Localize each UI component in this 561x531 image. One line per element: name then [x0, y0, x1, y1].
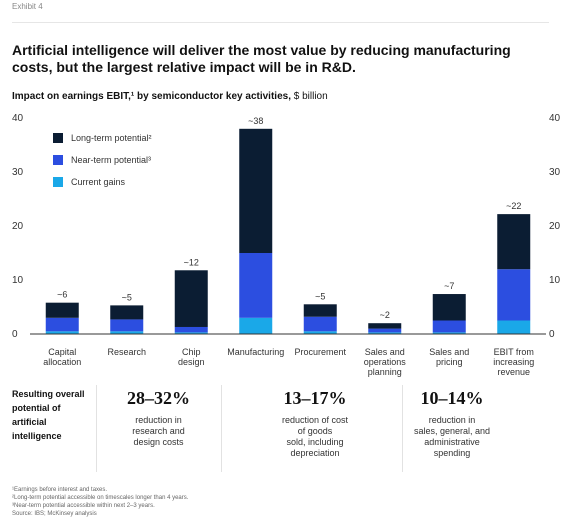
subtitle-unit: $ billion: [290, 91, 328, 102]
bar-total-label: ~38: [248, 116, 263, 126]
bar-segment: [110, 319, 144, 332]
y-tick-label-right: 10: [549, 275, 561, 286]
takeaway-description: reduction in sales, general, and adminis…: [413, 415, 491, 458]
y-tick-label: 10: [12, 275, 24, 286]
bar-segment: [303, 304, 337, 317]
footnote: ³Near-term potential accessible within n…: [12, 503, 155, 509]
bar-segment: [497, 320, 531, 334]
y-tick-label: 20: [12, 221, 24, 232]
bar-segment: [368, 332, 402, 334]
bar-segment: [239, 317, 273, 334]
header-divider: [12, 22, 549, 23]
x-tick-label: Sales and: [365, 347, 405, 357]
x-tick-label: planning: [368, 367, 402, 377]
legend-label: Long-term potential²: [71, 133, 152, 143]
bar-segment: [110, 305, 144, 320]
bar-segment: [45, 302, 79, 318]
bar-segment: [239, 128, 273, 253]
x-tick-label: operations: [364, 357, 407, 367]
x-tick-label: Capital: [48, 347, 76, 357]
bar-segment: [368, 328, 402, 333]
takeaway-divider: [96, 385, 97, 472]
legend-label: Near-term potential³: [71, 155, 151, 165]
takeaway-label: Resulting overall potential of artificia…: [12, 389, 85, 441]
bar-segment: [174, 326, 208, 333]
chart-subtitle: Impact on earnings EBIT,¹ by semiconduct…: [12, 91, 328, 102]
subtitle-bold: Impact on earnings EBIT,¹ by semiconduct…: [12, 91, 291, 102]
bar-total-label: ~6: [57, 290, 67, 300]
legend-swatch: [53, 155, 63, 165]
footnote: ¹Earnings before interest and taxes.: [12, 487, 108, 493]
x-tick-label: Research: [107, 347, 146, 357]
footnote: Source: IBS; McKinsey analysis: [12, 511, 97, 517]
x-tick-label: Manufacturing: [227, 347, 284, 357]
bar-segment: [45, 331, 79, 334]
y-tick-label-right: 0: [549, 329, 555, 340]
takeaway-description: reduction of cost of goods sold, includi…: [281, 415, 349, 458]
x-tick-label: design: [178, 357, 205, 367]
bar-segment: [497, 214, 531, 270]
takeaway-card-sga: 10–14% reduction in sales, general, and …: [402, 388, 502, 459]
x-tick-label: Chip: [182, 347, 201, 357]
x-tick-label: allocation: [43, 357, 81, 367]
y-tick-label-right: 40: [549, 113, 561, 124]
footnotes: ¹Earnings before interest and taxes. ²Lo…: [12, 486, 188, 518]
y-tick-label: 30: [12, 167, 24, 178]
takeaway-divider: [402, 385, 403, 472]
bar-segment: [110, 331, 144, 334]
x-tick-label: pricing: [436, 357, 463, 367]
legend-swatch: [53, 177, 63, 187]
takeaway-value: 13–17%: [283, 388, 347, 408]
takeaway-divider: [221, 385, 222, 472]
bar-segment: [239, 253, 273, 318]
x-tick-label: Sales and: [429, 347, 469, 357]
bar-segment: [368, 323, 402, 329]
bar-segment: [45, 317, 79, 332]
takeaway-value: 28–32%: [127, 388, 190, 408]
x-tick-label: revenue: [497, 367, 530, 377]
takeaway-description: reduction in research and design costs: [132, 415, 185, 447]
bar-total-label: ~2: [380, 310, 390, 320]
y-tick-label-right: 20: [549, 221, 561, 232]
bar-segment: [303, 331, 337, 334]
y-tick-label: 40: [12, 113, 24, 124]
y-tick-label-right: 30: [549, 167, 561, 178]
bar-total-label: ~7: [444, 281, 454, 291]
exhibit-label: Exhibit 4: [12, 2, 43, 11]
takeaway-card-rd: 28–32% reduction in research and design …: [96, 388, 221, 448]
bar-segment: [432, 332, 466, 334]
bar-segment: [497, 269, 531, 321]
x-tick-label: EBIT from: [494, 347, 534, 357]
chart-title: Artificial intelligence will deliver the…: [12, 42, 511, 75]
bar-segment: [174, 332, 208, 334]
y-tick-label: 0: [12, 329, 18, 340]
bar-total-label: ~5: [315, 291, 325, 301]
x-tick-label: increasing: [493, 357, 534, 367]
bar-segment: [174, 270, 208, 327]
bar-total-label: ~5: [122, 292, 132, 302]
bar-segment: [432, 294, 466, 321]
bar-total-label: ~22: [506, 201, 521, 211]
bar-segment: [432, 320, 466, 333]
footnote: ²Long-term potential accessible on times…: [12, 495, 189, 501]
takeaway-card-cogs: 13–17% reduction of cost of goods sold, …: [260, 388, 370, 459]
bar-total-label: ~12: [184, 257, 199, 267]
bar-segment: [303, 316, 337, 332]
legend-label: Current gains: [71, 177, 126, 187]
legend-swatch: [53, 133, 63, 143]
takeaway-value: 10–14%: [420, 388, 484, 408]
x-tick-label: Procurement: [294, 347, 346, 357]
